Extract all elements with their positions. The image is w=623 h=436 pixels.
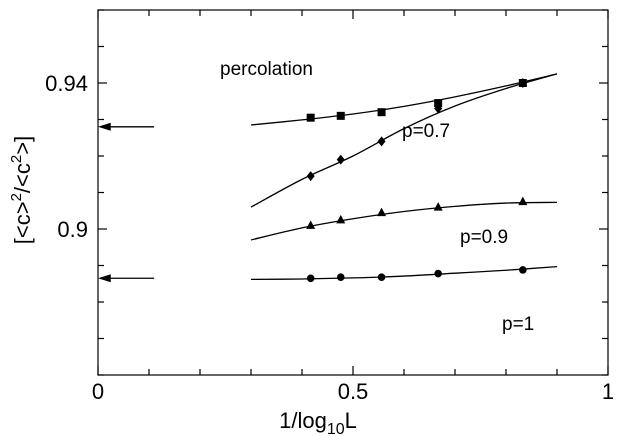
triangle-marker xyxy=(377,207,387,217)
triangle-marker xyxy=(518,196,528,206)
fit-curve xyxy=(250,201,558,241)
triangle-marker xyxy=(433,202,443,211)
fit-curve xyxy=(250,73,558,126)
diamond-marker xyxy=(518,78,527,88)
triangle-marker xyxy=(336,214,346,224)
fit-curve xyxy=(250,73,558,208)
arrow-head xyxy=(98,274,111,283)
fit-curve xyxy=(250,265,558,281)
x-tick-label: 1 xyxy=(602,379,614,404)
circle-marker xyxy=(434,269,442,278)
tick-labels: 0 0.5 1 0.9 0.94 xyxy=(45,71,614,404)
x-tick-label: 0.5 xyxy=(338,379,369,404)
square-marker xyxy=(377,108,386,117)
circle-marker xyxy=(377,273,386,281)
series-label-p07: p=0.7 xyxy=(402,121,450,142)
series-label-p1: p=1 xyxy=(502,314,534,335)
square-marker xyxy=(336,111,345,120)
limit-arrows xyxy=(98,122,155,283)
diamond-marker xyxy=(434,103,443,114)
circle-marker xyxy=(306,274,315,283)
square-marker xyxy=(306,113,315,122)
diamond-marker xyxy=(306,171,315,182)
data-points xyxy=(306,78,528,283)
series-label-p09: p=0.9 xyxy=(460,227,508,248)
y-tick-label: 0.9 xyxy=(57,217,88,242)
x-axis-title: 1/log10L xyxy=(279,408,357,436)
series-label-percolation: percolation xyxy=(220,59,313,80)
circle-marker xyxy=(336,273,345,281)
triangle-marker xyxy=(306,220,316,229)
y-tick-label: 0.94 xyxy=(45,71,88,96)
diamond-marker xyxy=(336,154,345,165)
ticks xyxy=(97,9,609,376)
fit-curves xyxy=(250,73,558,281)
y-axis-title: [<c>2/<c2>] xyxy=(8,136,35,244)
arrow-head xyxy=(98,122,111,131)
circle-marker xyxy=(519,266,527,274)
square-marker xyxy=(434,99,443,108)
diamond-marker xyxy=(377,136,386,147)
x-tick-label: 0 xyxy=(92,379,104,404)
